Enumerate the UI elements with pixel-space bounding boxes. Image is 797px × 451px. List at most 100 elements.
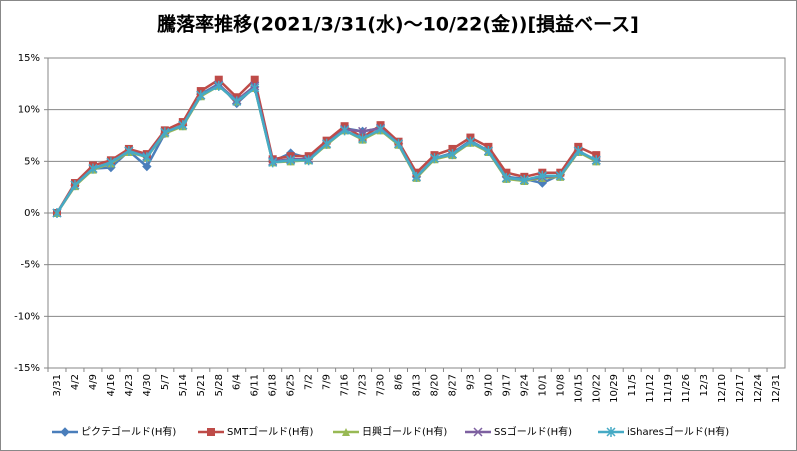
y-tick-label: -15% xyxy=(14,363,40,374)
marker xyxy=(207,428,215,436)
legend-item: 日興ゴールド(H有) xyxy=(333,425,447,438)
marker xyxy=(537,170,547,181)
x-tick-label: 10/1 xyxy=(537,374,548,396)
x-tick-label: 10/22 xyxy=(591,374,602,403)
marker xyxy=(519,174,529,185)
x-tick-label: 4/30 xyxy=(142,374,153,396)
x-tick-label: 5/14 xyxy=(178,374,189,396)
marker xyxy=(142,161,152,172)
marker xyxy=(448,144,457,153)
x-tick-label: 7/30 xyxy=(376,374,387,396)
marker xyxy=(160,127,170,138)
marker xyxy=(501,172,511,183)
x-tick-label: 8/20 xyxy=(429,374,440,396)
marker xyxy=(214,80,224,91)
x-tick-label: 3/31 xyxy=(52,374,63,396)
marker xyxy=(502,168,511,177)
legend-item: SMTゴールド(H有) xyxy=(198,425,314,438)
marker xyxy=(232,96,242,107)
x-tick-label: 12/3 xyxy=(699,374,710,396)
x-tick-label: 4/2 xyxy=(70,374,81,390)
marker xyxy=(358,126,368,136)
marker xyxy=(70,180,80,191)
x-tick-label: 11/19 xyxy=(663,374,674,403)
x-tick-label: 5/7 xyxy=(160,374,171,390)
y-tick-label: -10% xyxy=(14,311,40,322)
x-tick-label: 4/23 xyxy=(124,374,135,396)
x-tick-label: 7/16 xyxy=(340,374,351,396)
y-tick-label: 15% xyxy=(18,53,40,64)
marker xyxy=(473,427,483,437)
x-tick-label: 8/6 xyxy=(394,374,405,390)
marker xyxy=(606,427,616,437)
legend-label: iSharesゴールド(H有) xyxy=(627,425,729,438)
x-tick-label: 4/16 xyxy=(106,374,117,396)
x-tick-label: 8/27 xyxy=(447,374,458,396)
marker xyxy=(106,157,116,168)
x-tick-label: 9/17 xyxy=(501,374,512,396)
legend-label: SMTゴールド(H有) xyxy=(227,425,314,438)
x-tick-label: 12/17 xyxy=(735,374,746,403)
marker xyxy=(250,82,260,93)
marker xyxy=(342,428,350,436)
marker xyxy=(376,124,386,135)
marker xyxy=(447,149,457,160)
marker xyxy=(286,155,296,166)
x-tick-label: 6/25 xyxy=(286,374,297,396)
marker xyxy=(214,75,223,84)
x-tick-label: 11/26 xyxy=(681,374,692,403)
marker xyxy=(60,427,70,437)
marker xyxy=(88,163,98,174)
x-tick-label: 6/4 xyxy=(232,374,243,390)
x-tick-label: 9/24 xyxy=(519,374,530,396)
marker xyxy=(591,155,601,166)
plot-border xyxy=(47,57,786,369)
marker xyxy=(483,146,493,156)
x-tick-label: 6/11 xyxy=(250,374,261,396)
x-tick-label: 12/24 xyxy=(753,374,764,403)
chart-title: 騰落率推移(2021/3/31(水)～10/22(金))[損益ベース] xyxy=(156,13,639,36)
x-tick-label: 9/10 xyxy=(483,374,494,396)
marker xyxy=(429,153,440,164)
marker xyxy=(340,125,350,136)
x-tick-label: 6/18 xyxy=(268,374,279,396)
marker xyxy=(592,151,601,160)
x-tick-label: 7/23 xyxy=(358,374,369,396)
marker xyxy=(358,133,368,144)
marker xyxy=(393,138,404,149)
x-tick-label: 5/21 xyxy=(196,374,207,396)
marker xyxy=(555,170,565,181)
y-tick-label: 5% xyxy=(24,156,40,167)
x-tick-label: 9/3 xyxy=(465,374,476,390)
x-tick-label: 5/28 xyxy=(214,374,225,396)
marker xyxy=(124,146,134,156)
x-tick-label: 10/15 xyxy=(573,374,584,403)
legend-item: iSharesゴールド(H有) xyxy=(598,425,729,438)
legend-item: ピクテゴールド(H有) xyxy=(52,425,176,438)
x-tick-label: 7/2 xyxy=(304,374,315,390)
marker xyxy=(304,155,314,166)
marker xyxy=(411,171,422,182)
marker xyxy=(178,120,188,131)
legend-label: 日興ゴールド(H有) xyxy=(362,425,447,438)
marker xyxy=(465,136,475,147)
x-tick-label: 10/8 xyxy=(555,374,566,396)
x-tick-label: 7/9 xyxy=(322,374,333,390)
marker xyxy=(142,152,152,163)
x-tick-label: 12/10 xyxy=(717,374,728,403)
x-tick-label: 11/5 xyxy=(627,374,638,396)
x-tick-label: 4/9 xyxy=(88,374,99,390)
legend-label: ピクテゴールド(H有) xyxy=(81,425,176,438)
x-tick-label: 11/12 xyxy=(645,374,656,403)
y-tick-label: 10% xyxy=(18,105,40,116)
legend-label: SSゴールド(H有) xyxy=(494,425,572,438)
marker xyxy=(196,90,206,101)
x-tick-label: 12/31 xyxy=(771,374,782,403)
marker xyxy=(573,146,583,156)
x-tick-label: 10/29 xyxy=(609,374,620,403)
marker xyxy=(52,208,62,218)
y-tick-label: 0% xyxy=(24,208,40,219)
marker xyxy=(322,138,332,149)
